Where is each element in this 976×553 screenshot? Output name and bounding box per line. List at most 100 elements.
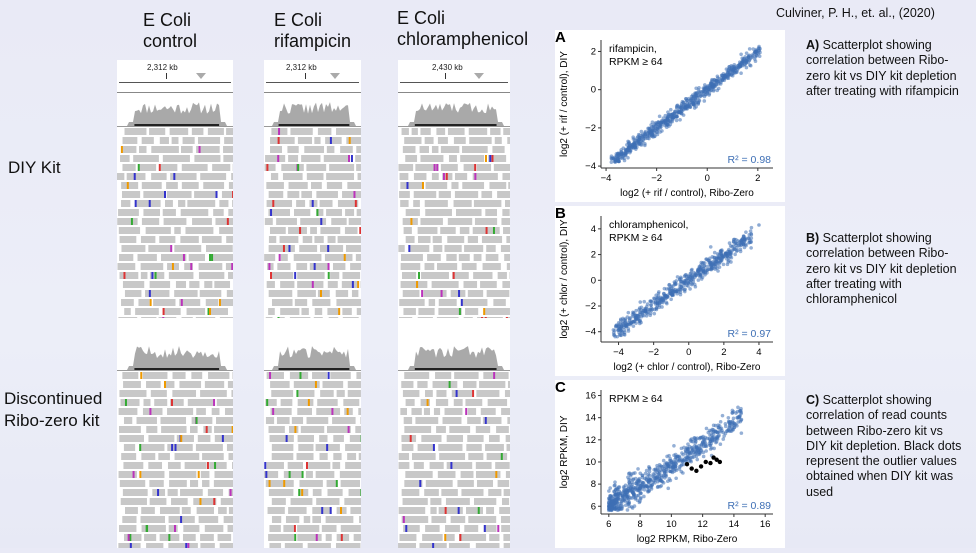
read (118, 317, 137, 318)
data-point (727, 416, 731, 420)
read (124, 308, 131, 315)
read (150, 498, 167, 505)
read (336, 299, 361, 306)
read (316, 471, 335, 478)
data-point (665, 455, 669, 459)
ruler: 2,312 kb (117, 60, 233, 93)
data-point (736, 68, 740, 72)
mismatch-mark (213, 399, 215, 406)
ruler: 2,430 kb (398, 60, 510, 93)
data-point (663, 462, 667, 466)
mismatch-mark (135, 200, 137, 207)
read (357, 209, 361, 216)
reads-track (398, 372, 510, 548)
read (269, 489, 294, 496)
read (345, 227, 358, 234)
read (189, 543, 198, 548)
read (501, 516, 510, 523)
x-tick-label: 10 (666, 519, 677, 530)
read (231, 390, 233, 397)
read (135, 200, 161, 207)
x-axis-label: log2 RPKM, Ribo-Zero (637, 534, 738, 545)
data-point (668, 477, 672, 481)
read (326, 209, 342, 216)
data-point (748, 47, 752, 51)
read (301, 426, 324, 433)
data-point (621, 494, 625, 498)
data-point (702, 99, 706, 103)
read (398, 245, 404, 252)
column-header-line1: E Coli (143, 10, 197, 31)
read (400, 182, 423, 189)
read (142, 218, 159, 225)
x-tick-label: 4 (756, 347, 761, 358)
read (347, 453, 356, 460)
mismatch-mark (485, 417, 487, 424)
data-point (750, 233, 754, 237)
read (119, 525, 136, 532)
read (119, 426, 141, 433)
igv-browser-chloramphenicol[interactable]: 2,430 kb (398, 60, 510, 548)
read (426, 480, 453, 487)
read (462, 263, 477, 270)
read (489, 435, 500, 442)
read (439, 191, 451, 198)
read (342, 308, 351, 315)
x-tick-label: −4 (601, 173, 612, 184)
data-point (751, 47, 755, 51)
y-tick-label: 0 (591, 85, 596, 96)
read (301, 155, 320, 162)
read (417, 381, 427, 388)
ruler-tick (305, 73, 306, 79)
read (483, 372, 508, 379)
data-point (721, 437, 725, 441)
plot-annotation: RPKM ≥ 64 (609, 232, 663, 244)
read (441, 164, 458, 171)
y-tick-label: 10 (585, 457, 596, 468)
igv-browser-rifampicin[interactable]: 2,312 kb (264, 60, 361, 548)
read (276, 218, 297, 225)
mismatch-mark (444, 534, 446, 541)
read (507, 444, 510, 451)
mismatch-mark (187, 543, 189, 548)
read (332, 462, 340, 469)
read (424, 408, 430, 415)
read (150, 281, 170, 288)
read (228, 272, 233, 279)
read (200, 173, 226, 180)
read (312, 299, 330, 306)
read (120, 236, 137, 243)
data-point (727, 427, 731, 431)
data-point (694, 86, 698, 90)
data-point (641, 481, 645, 485)
data-point (697, 278, 701, 282)
igv-browser-control[interactable]: 2,312 kb (117, 60, 233, 548)
read (141, 317, 156, 318)
data-point (659, 464, 663, 468)
data-point (634, 318, 638, 322)
read (142, 137, 154, 144)
read (299, 245, 317, 252)
read (425, 263, 435, 270)
read (355, 155, 361, 162)
read (502, 173, 510, 180)
read (119, 227, 140, 234)
data-point (623, 324, 627, 328)
data-point (642, 300, 646, 304)
read (474, 254, 482, 261)
data-point (626, 508, 630, 512)
read (469, 128, 487, 135)
read (271, 173, 278, 180)
data-point (722, 263, 726, 267)
data-point (619, 507, 623, 511)
mismatch-mark (408, 245, 410, 252)
read (401, 381, 413, 388)
read (118, 209, 139, 216)
x-axis-label: log2 (+ chlor / control), Ribo-Zero (613, 362, 760, 373)
caption-c-label: C) (806, 393, 819, 407)
ruler-line (400, 82, 508, 83)
mismatch-mark (355, 200, 357, 207)
read (209, 462, 226, 469)
data-point (647, 465, 651, 469)
mismatch-mark (410, 435, 412, 442)
